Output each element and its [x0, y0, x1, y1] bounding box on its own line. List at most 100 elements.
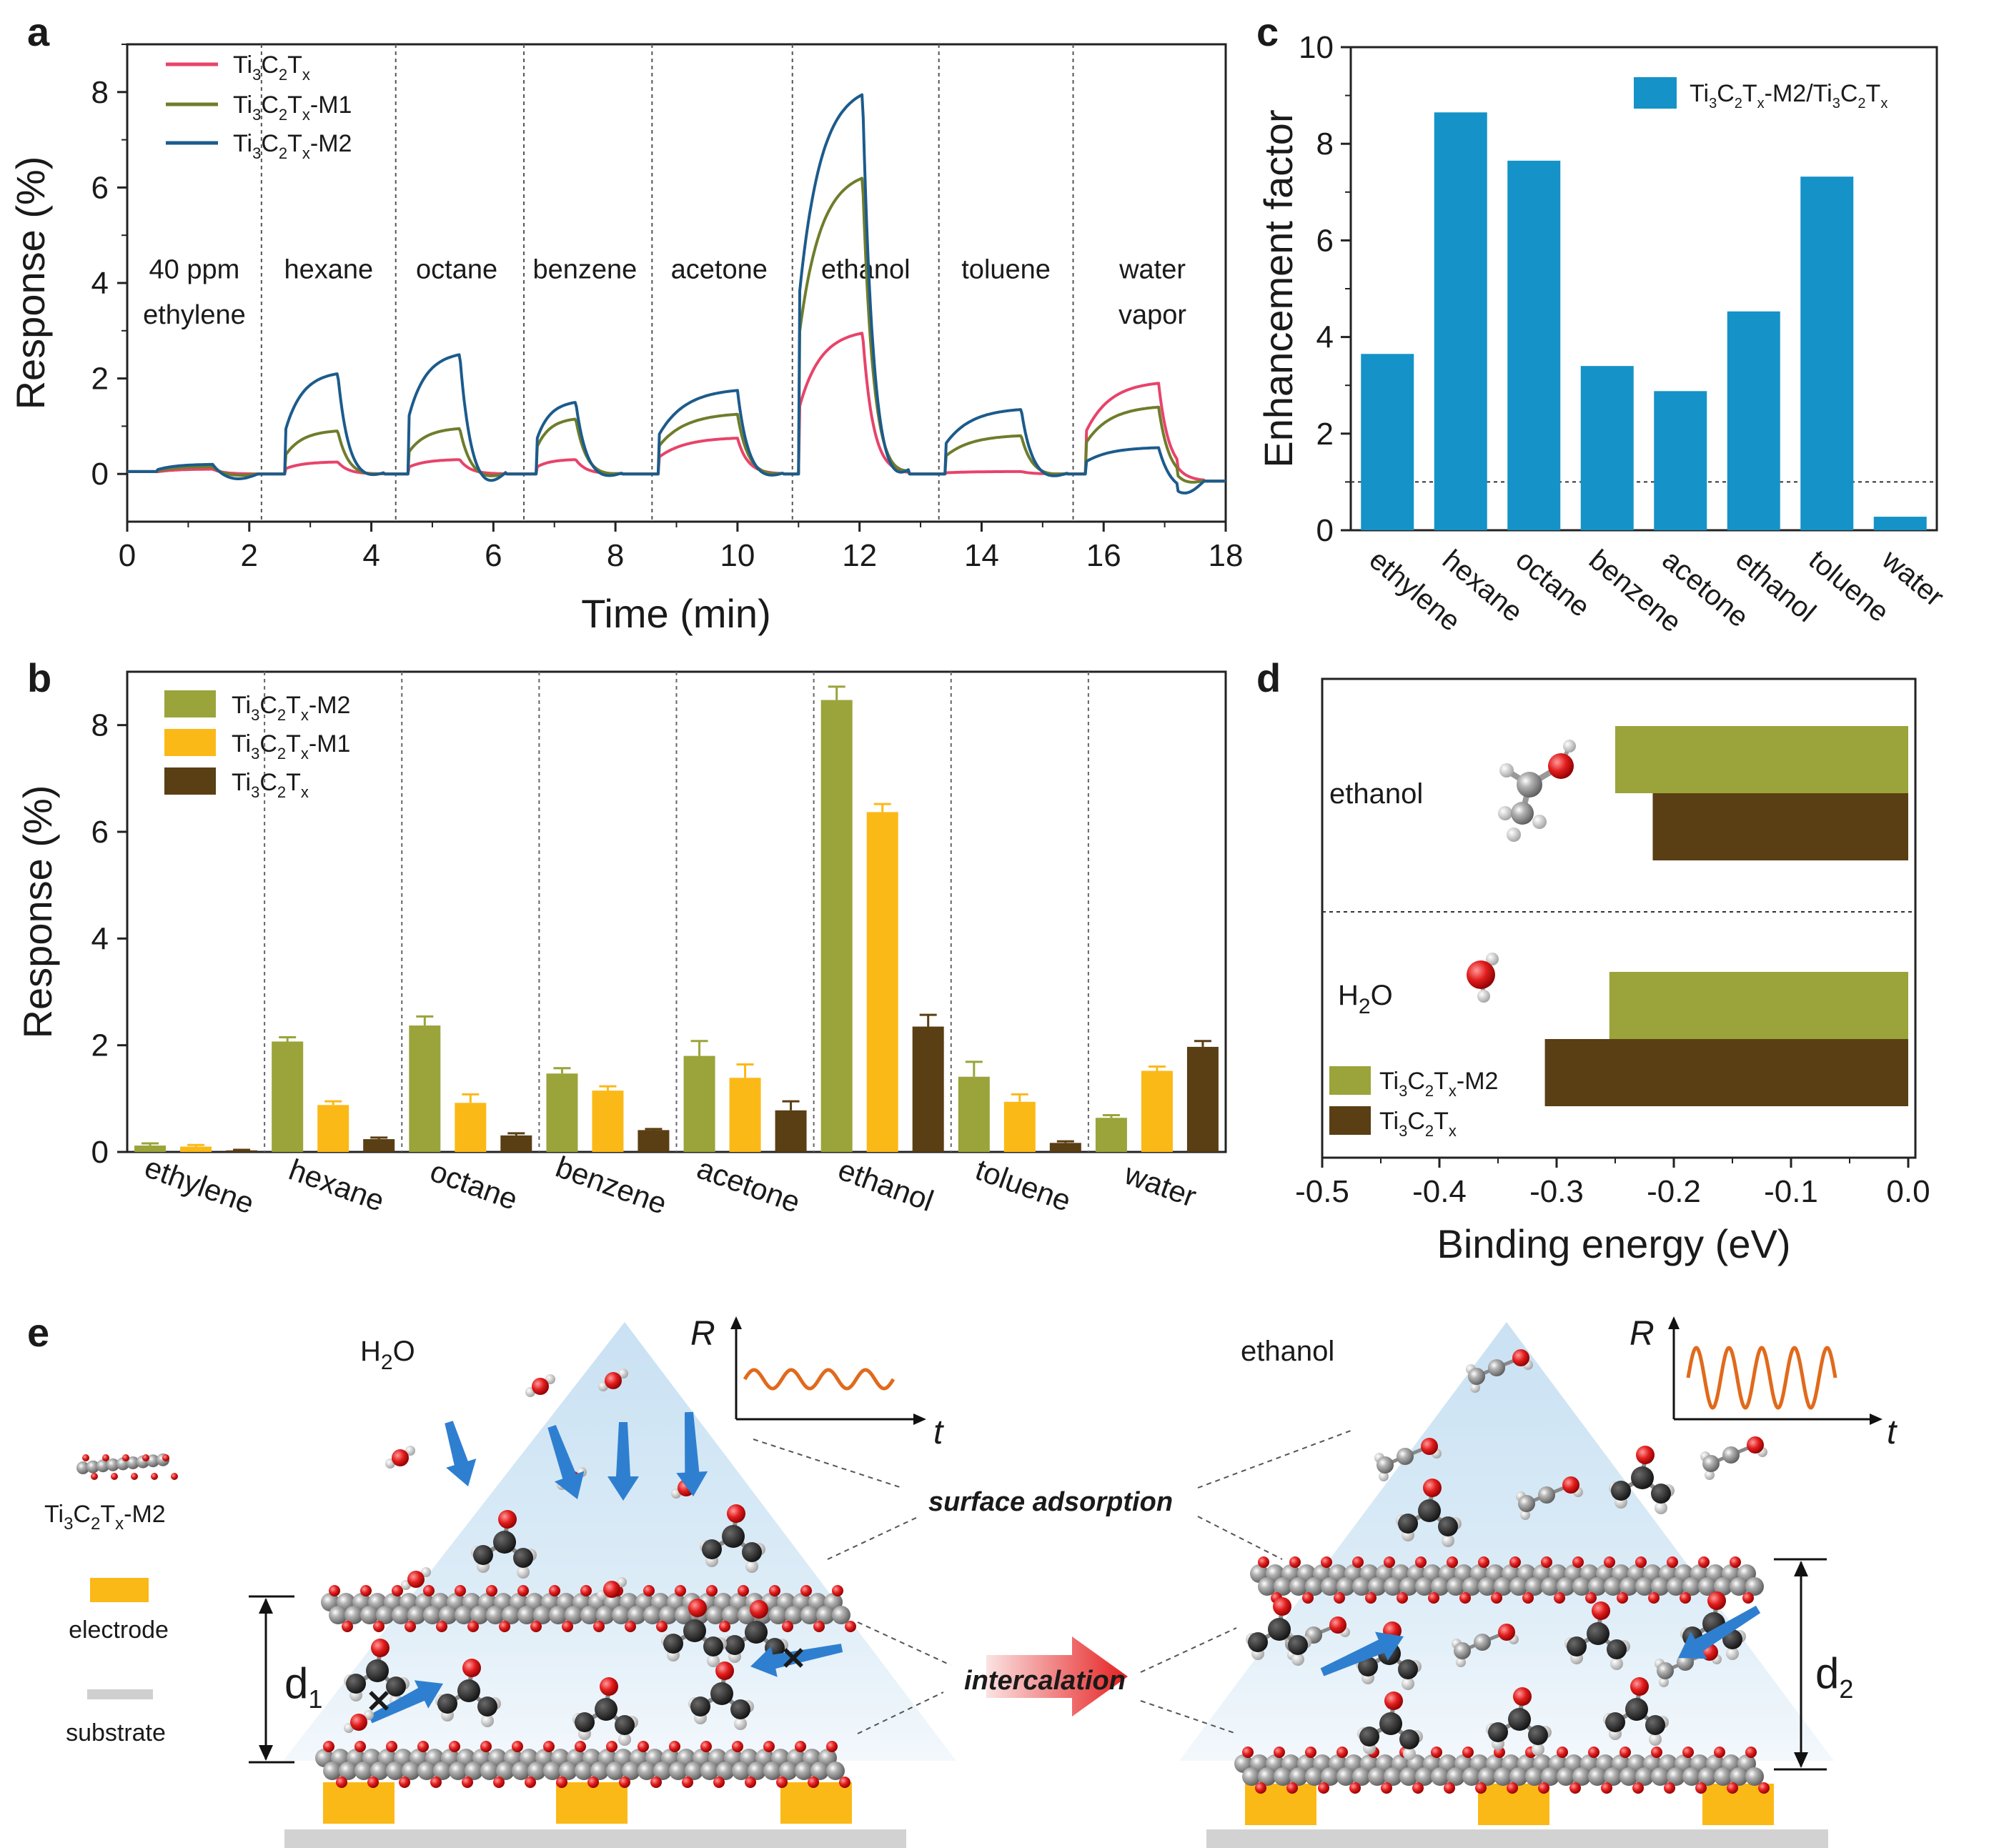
- left-sheet-bottom-ti-b: [323, 1762, 342, 1780]
- left-acetone-3: [435, 1659, 501, 1727]
- b-category-ethylene: ethylene: [140, 1150, 258, 1220]
- b-category-benzene: benzene: [552, 1150, 672, 1221]
- legend-e-substrate: substrate: [66, 1719, 166, 1747]
- right-ethanol-5-h2: [1456, 1657, 1466, 1667]
- right-sheet-top-o-top: [1541, 1556, 1552, 1568]
- left-water-6: [597, 1577, 627, 1600]
- right-acetone-8-o: [1707, 1591, 1726, 1610]
- d-xtick-label-4: -0.1: [1764, 1174, 1818, 1209]
- gas-label-0-line2: ethylene: [143, 300, 246, 330]
- series-line-2: [127, 93, 1226, 495]
- left-acetone-7: [661, 1599, 727, 1667]
- left-sheet-bottom-o-bot: [808, 1777, 819, 1788]
- water-molecule-icon: [1467, 953, 1499, 1003]
- mxene-sheet-icon: [76, 1453, 178, 1480]
- right-sheet-bottom-ti-b: [1321, 1767, 1339, 1786]
- right-intercal-arrow-2-shape: [1678, 1605, 1761, 1659]
- b-category-octane: octane: [426, 1154, 522, 1216]
- center-annotations: surface adsorption intercalation: [753, 1430, 1351, 1734]
- a-ytick-label-4: 8: [91, 75, 109, 110]
- left-sheet-top-ti-b: [769, 1606, 788, 1624]
- inset-water-R: R: [690, 1315, 715, 1353]
- left-acetone-5-c1: [690, 1697, 710, 1717]
- left-sheet-bottom-ti-b: [795, 1762, 813, 1780]
- right-acetone-5-o: [1384, 1691, 1403, 1710]
- right-sheet-top-ti-b: [1431, 1577, 1449, 1596]
- left-sheet-bottom-ti-b: [732, 1762, 750, 1780]
- series-line-1: [127, 177, 1226, 484]
- right-sheet-top-ti-b: [1682, 1577, 1701, 1596]
- left-sheet-top-ti-b: [785, 1606, 803, 1624]
- right-sheet-top-o-top: [1635, 1556, 1647, 1568]
- right-sheet-bottom-ti-b: [1651, 1767, 1670, 1786]
- scene-ethanol: ethanol d2 R t: [1179, 1315, 1898, 1848]
- right-ethanol-6-c1: [1657, 1662, 1674, 1679]
- right-acetone-4-c1: [1567, 1636, 1587, 1656]
- d-bar-H2O-s1: [1544, 1039, 1908, 1106]
- panel-d: d -0.5 -0.4 -0.3 -0.2 -0.1 0.0 Binding energy…: [1256, 655, 1930, 1266]
- right-acetone-0-c0: [1418, 1499, 1441, 1522]
- left-intercal-arrow-2: [750, 1644, 843, 1677]
- left-sheet-top-ti-b: [612, 1606, 630, 1624]
- left-sheet-bottom-o-bot: [587, 1777, 599, 1788]
- right-sheet-top-ti-b: [1399, 1577, 1418, 1596]
- bar-benzene-s1: [592, 1091, 624, 1152]
- left-sheet-bottom-ti-b: [810, 1762, 829, 1780]
- right-acetone-6: [1486, 1687, 1552, 1756]
- b-ytick-label-0: 0: [91, 1135, 109, 1170]
- left-sheet-bottom-ti-b: [402, 1762, 420, 1780]
- right-acetone-5-c0: [1379, 1712, 1402, 1735]
- left-sheet-bottom-ti-b: [606, 1762, 625, 1780]
- left-sheet-bottom-o-top: [449, 1741, 460, 1752]
- a-xtick-label-2: 4: [362, 538, 380, 573]
- right-ethanol-0: [1466, 1349, 1533, 1393]
- right-sheet-top-ti-b: [1494, 1577, 1512, 1596]
- right-sheet-top-ti-b: [1667, 1577, 1685, 1596]
- legend-b-swatch-m1: [164, 729, 216, 756]
- left-acetone-6-o: [750, 1600, 768, 1619]
- left-drop-arrow-2-shape: [607, 1422, 639, 1501]
- right-sheet-bottom-ti-b: [1462, 1767, 1481, 1786]
- right-intercal-arrow-1: [1320, 1631, 1404, 1676]
- left-sheet-top-o-bot: [530, 1621, 542, 1632]
- right-sheet-bottom-ti-b: [1557, 1767, 1575, 1786]
- left-sheet-top-ti-b: [502, 1606, 520, 1624]
- scene-water-mxene-layers: [315, 1585, 856, 1788]
- a-xtick-label-5: 10: [720, 538, 755, 573]
- right-sheet-bottom-o-top: [1557, 1747, 1568, 1758]
- right-sheet-bottom-o-top: [1462, 1747, 1474, 1758]
- d-bar-ethanol-s0: [1615, 726, 1908, 793]
- right-acetone-2-c1: [1248, 1632, 1268, 1652]
- right-sheet-bottom-o-bot: [1475, 1782, 1487, 1794]
- right-sheet-top: [1250, 1556, 1764, 1604]
- panel-a-y-label: Response (%): [8, 157, 53, 410]
- right-acetone-5-c1: [1359, 1727, 1379, 1747]
- transition-arrow-icon: [986, 1636, 1128, 1717]
- left-sheet-bottom-o-bot: [399, 1777, 410, 1788]
- legend-sheet-o2: [131, 1473, 138, 1480]
- a-xtick-label-9: 18: [1209, 538, 1244, 573]
- bar-hexane-s0: [272, 1041, 304, 1152]
- right-ethanol-3-h2: [1705, 1470, 1715, 1480]
- c-bar-toluene: [1800, 177, 1854, 530]
- left-sheet-top-o-top: [329, 1585, 340, 1596]
- panel-a-x-label: Time (min): [581, 591, 770, 636]
- right-sheet-top-o-top: [1572, 1556, 1584, 1568]
- left-sheet-top-ti-b: [486, 1606, 505, 1624]
- left-sheet-top-o-bot: [342, 1621, 353, 1632]
- right-sheet-bottom: [1234, 1747, 1770, 1794]
- left-sheet-top-o-top: [580, 1585, 592, 1596]
- legend-sheet-atom: [96, 1459, 109, 1473]
- panel-a-x-ticks: 0 2 4 6 8 10 12 14 16 18: [119, 522, 1244, 573]
- right-ethanol-0-c2: [1488, 1359, 1505, 1376]
- left-water-2-o: [392, 1449, 409, 1466]
- bar-ethanol-s1: [866, 812, 898, 1152]
- right-sheet-bottom-o-top: [1274, 1747, 1285, 1758]
- right-ethanol-2-c2: [1538, 1486, 1555, 1504]
- right-sheet-bottom-ti-b: [1635, 1767, 1654, 1786]
- left-sheet-top-o-top: [392, 1585, 403, 1596]
- left-acetone-6-c0: [745, 1621, 768, 1644]
- a-xtick-label-1: 2: [241, 538, 258, 573]
- right-sheet-top-o-bot: [1680, 1592, 1691, 1604]
